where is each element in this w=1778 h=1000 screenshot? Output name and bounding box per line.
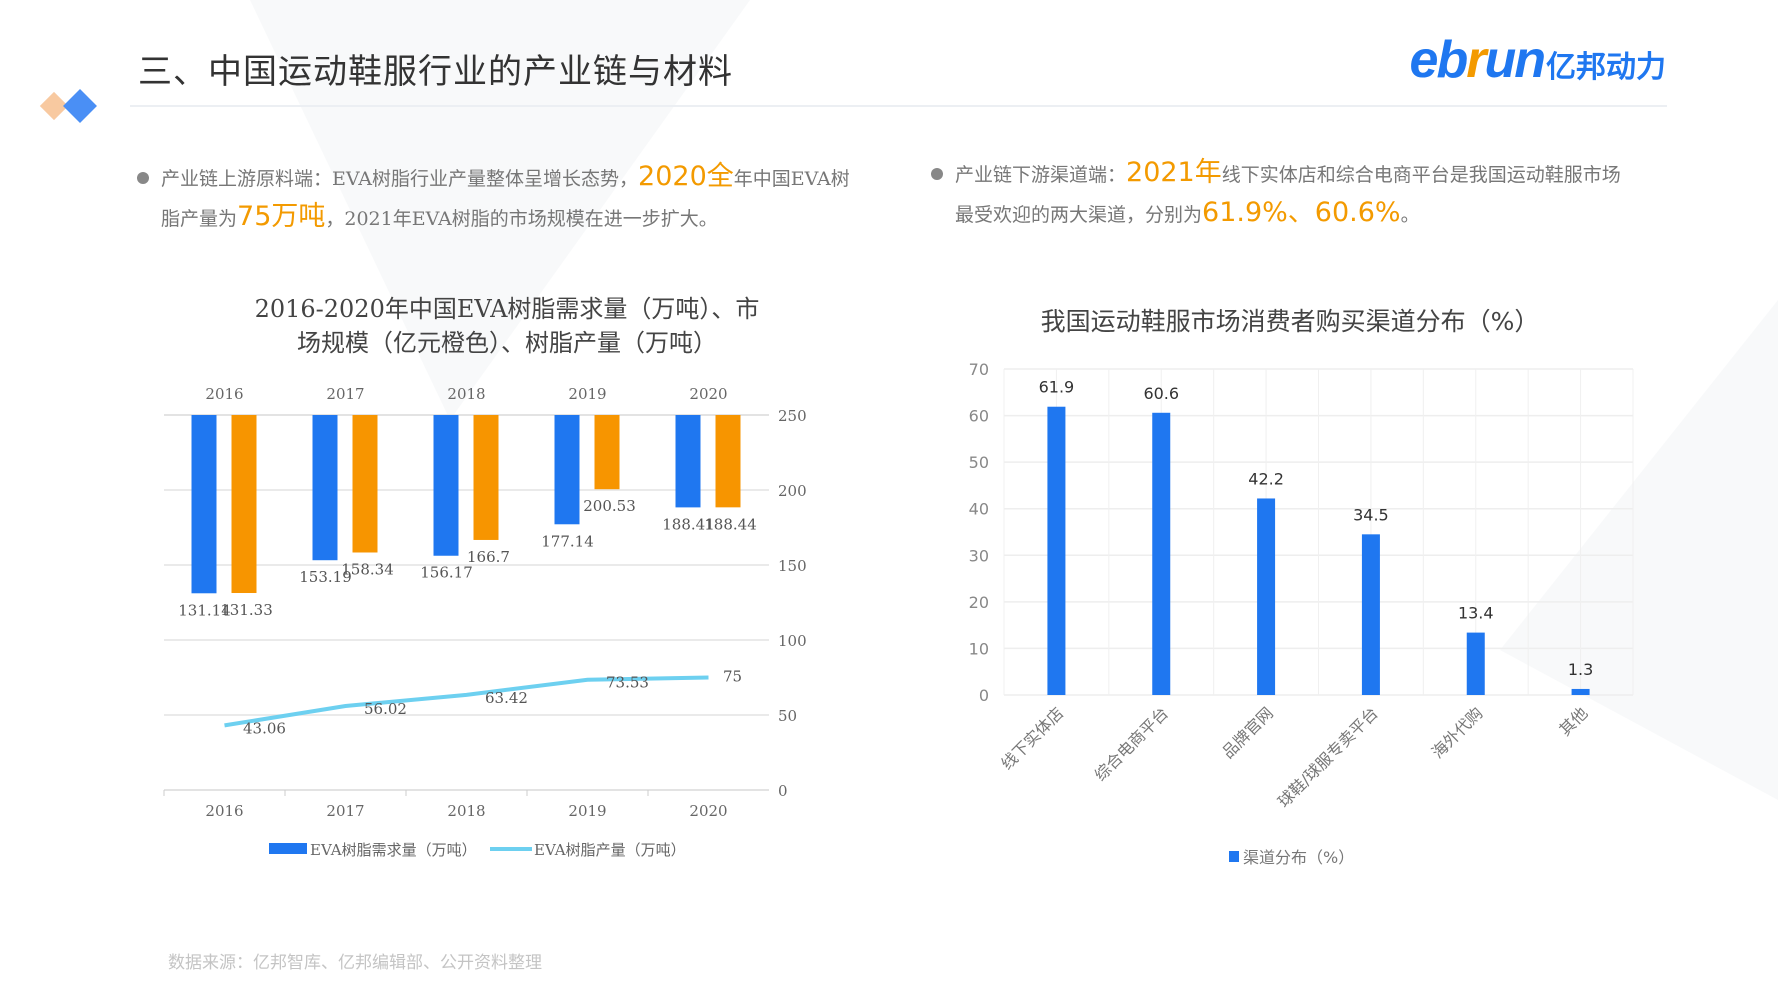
- production-data-label: 43.06: [243, 719, 286, 737]
- channel-bar: [1571, 688, 1590, 695]
- x-tick-label-top: 2019: [568, 385, 606, 403]
- production-data-label: 63.42: [485, 689, 528, 707]
- market-size-data-label: 188.44: [704, 515, 757, 533]
- x-tick-label: 海外代购: [1428, 703, 1487, 762]
- page-title: 三、中国运动鞋服行业的产业链与材料: [138, 52, 733, 92]
- x-tick-label: 球鞋/球服专卖平台: [1274, 703, 1382, 811]
- channel-data-label: 42.2: [1248, 469, 1284, 488]
- right-chart-title: 我国运动鞋服市场消费者购买渠道分布（%）: [1040, 307, 1540, 336]
- header-divider: [130, 105, 1667, 107]
- y-tick-label: 150: [778, 557, 807, 575]
- y-tick-label: 20: [969, 593, 989, 612]
- production-data-label: 75: [723, 668, 742, 686]
- x-tick-label: 其他: [1555, 703, 1591, 739]
- market-size-data-label: 131.33: [220, 601, 273, 619]
- demand-bar: [312, 415, 338, 561]
- x-tick-label-top: 2018: [447, 385, 485, 403]
- channel-bar: [1257, 498, 1276, 695]
- bullet-icon: [931, 168, 943, 180]
- channel-data-label: 34.5: [1353, 505, 1389, 524]
- ebrun-logo: ebrun亿邦动力: [1409, 31, 1666, 89]
- market-size-bar: [594, 415, 620, 490]
- demand-data-label: 153.19: [299, 568, 352, 586]
- channel-data-label: 13.4: [1458, 604, 1494, 623]
- y-tick-label: 0: [778, 782, 788, 800]
- market-size-bar: [352, 415, 378, 553]
- y-tick-label: 30: [969, 546, 989, 565]
- demand-bar: [433, 415, 459, 556]
- demand-bar: [554, 415, 580, 525]
- channel-data-label: 60.6: [1143, 384, 1179, 403]
- production-data-label: 56.02: [364, 700, 407, 718]
- production-line: [224, 675, 709, 728]
- demand-data-label: 131.14: [178, 601, 231, 619]
- channel-bar: [1361, 534, 1380, 695]
- channel-bar: [1047, 406, 1066, 695]
- production-data-label: 73.53: [606, 674, 649, 692]
- demand-data-label: 177.14: [541, 532, 594, 550]
- legend-swatch-demand: [269, 843, 307, 854]
- legend-swatch: [1229, 851, 1239, 862]
- x-tick-label: 品牌官网: [1218, 703, 1277, 762]
- legend-label-production: EVA树脂产量（万吨）: [534, 841, 686, 859]
- market-size-bar: [473, 415, 499, 540]
- x-tick-label: 2018: [447, 802, 485, 820]
- channel-chart: 0 10 20 30 40 50 60 70 61.9 线下实体店 60.6 综合电商平台 42.2 品牌…: [969, 360, 1634, 867]
- market-size-bar: [231, 415, 257, 594]
- left-chart-title: 2016-2020年中国EVA树脂需求量（万吨）、市 场规模（亿元橙色）、树脂产量…: [254, 295, 760, 357]
- y-tick-label: 40: [969, 500, 989, 519]
- x-tick-label-top: 2017: [326, 385, 364, 403]
- market-size-bar: [715, 415, 741, 508]
- x-tick-label: 综合电商平台: [1091, 703, 1172, 784]
- source-note: 数据来源：亿邦智库、亿邦编辑部、公开资料整理: [168, 953, 542, 973]
- legend-label: 渠道分布（%）: [1243, 848, 1354, 867]
- market-size-data-label: 200.53: [583, 497, 636, 515]
- y-tick-label: 60: [969, 407, 989, 426]
- upstream-paragraph: 产业链上游原料端：EVA树脂行业产量整体呈增长态势，2020全年中国EVA树脂产…: [161, 161, 850, 232]
- demand-data-label: 156.17: [420, 564, 473, 582]
- x-tick-label-top: 2016: [205, 385, 243, 403]
- x-tick-label: 2016: [205, 802, 243, 820]
- downstream-paragraph: 产业链下游渠道端：2021年线下实体店和综合电商平台是我国运动鞋服市场最受欢迎的…: [955, 157, 1621, 228]
- channel-data-label: 61.9: [1039, 378, 1075, 397]
- channel-data-label: 1.3: [1568, 660, 1593, 679]
- x-tick-label: 2019: [568, 802, 606, 820]
- y-tick-label: 250: [778, 407, 807, 425]
- legend-label-demand: EVA树脂需求量（万吨）: [310, 841, 477, 859]
- channel-bar: [1152, 412, 1171, 695]
- x-tick-label: 线下实体店: [997, 703, 1067, 773]
- market-size-data-label: 166.7: [467, 548, 510, 566]
- y-tick-label: 50: [969, 453, 989, 472]
- y-tick-label: 10: [969, 639, 989, 658]
- x-tick-label-top: 2020: [689, 385, 727, 403]
- market-size-data-label: 158.34: [341, 560, 394, 578]
- demand-bar: [191, 415, 217, 594]
- y-tick-label: 200: [778, 482, 807, 500]
- x-tick-label: 2017: [326, 802, 364, 820]
- x-tick-label: 2020: [689, 802, 727, 820]
- y-tick-label: 50: [778, 707, 797, 725]
- bullet-icon: [137, 172, 149, 184]
- y-tick-label: 0: [979, 686, 989, 705]
- channel-bar: [1466, 632, 1485, 695]
- y-tick-label: 100: [778, 632, 807, 650]
- demand-data-label: 188.41: [662, 515, 715, 533]
- y-tick-label: 70: [969, 360, 989, 379]
- demand-bar: [675, 415, 701, 508]
